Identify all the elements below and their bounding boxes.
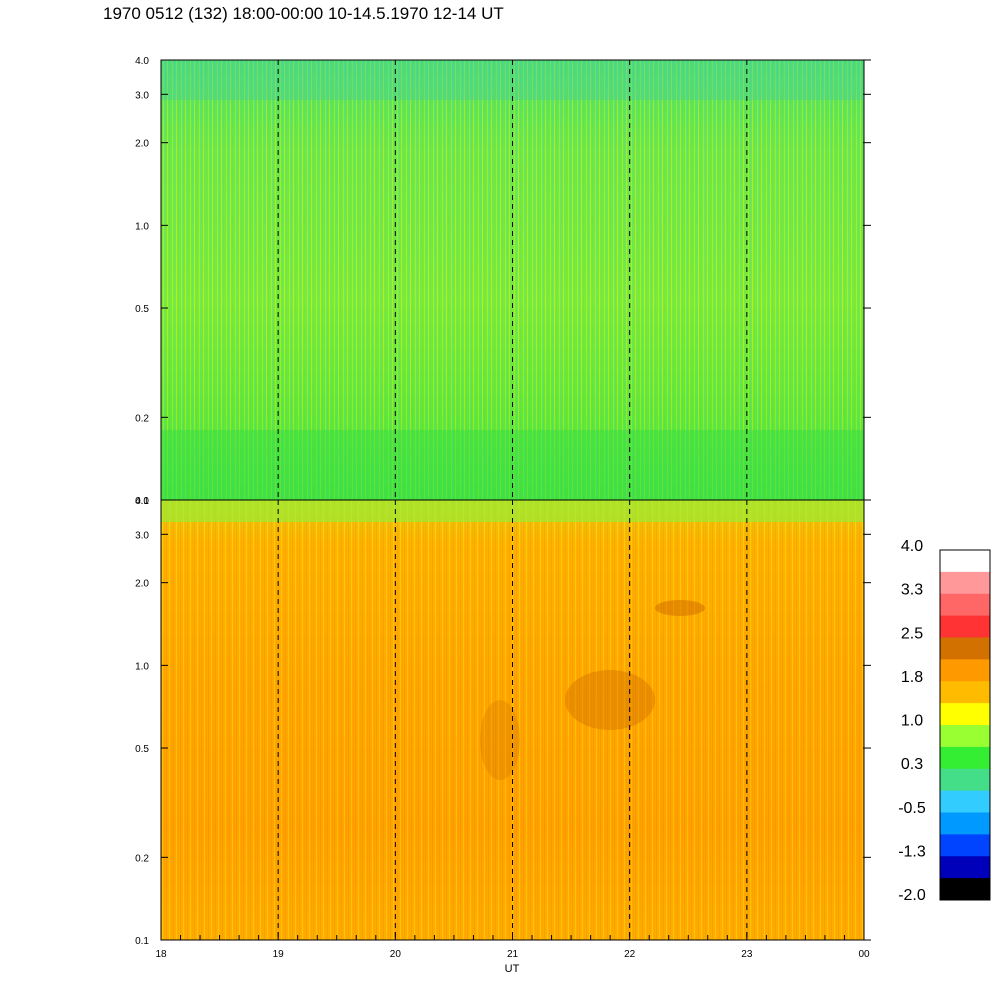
colorbar-label: 4.0	[901, 538, 923, 555]
y-tick-label: 3.0	[135, 530, 149, 541]
colorbar-swatch	[940, 790, 990, 813]
colorbar-label: -1.3	[898, 843, 926, 860]
colorbar-swatch	[940, 834, 990, 857]
y-tick-label: 0.5	[135, 744, 149, 755]
bottom-panel: 0.1 0.2 0.5 1.0 2.0 3.0 4.0	[135, 496, 871, 947]
y-tick-label: 2.0	[135, 139, 149, 150]
y-tick-label: 4.0	[135, 496, 149, 507]
x-tick-label: 19	[273, 949, 285, 960]
top-panel: 0.1 0.2 0.5 1.0 2.0 3.0 4.0	[135, 56, 871, 507]
colorbar-label: -0.5	[898, 800, 926, 817]
bottom-panel-dark-patch	[655, 600, 705, 616]
colorbar-label: -2.0	[898, 887, 926, 904]
colorbar-swatch	[940, 550, 990, 573]
x-tick-label: 20	[390, 949, 402, 960]
colorbar-swatch	[940, 571, 990, 595]
colorbar-label: 3.3	[901, 582, 923, 599]
bottom-panel-dark-patch	[480, 700, 520, 780]
colorbar-swatch	[940, 878, 990, 901]
colorbar-swatch	[940, 768, 990, 792]
colorbar-swatch	[940, 812, 990, 835]
colorbar-swatch	[940, 659, 990, 682]
y-tick-label: 0.1	[135, 936, 149, 947]
y-tick-label: 4.0	[135, 56, 149, 67]
colorbar-swatch	[940, 637, 990, 660]
colorbar-swatch	[940, 725, 990, 748]
chart-title: 1970 0512 (132) 18:00-00:00 10-14.5.1970…	[103, 4, 504, 23]
x-tick-label: 18	[155, 949, 167, 960]
y-tick-label: 0.1	[135, 496, 149, 507]
colorbar-swatch	[940, 593, 990, 617]
y-tick-label: 3.0	[135, 90, 149, 101]
bottom-hour-dashes	[277, 500, 748, 940]
x-tick-label: 23	[741, 949, 753, 960]
colorbar-label: 1.0	[901, 713, 923, 730]
colorbar-frame	[939, 549, 991, 901]
colorbar-swatch	[940, 703, 990, 726]
x-tick-label: 21	[507, 949, 519, 960]
colorbar-swatch	[940, 615, 990, 638]
y-tick-label: 1.0	[135, 661, 149, 672]
colorbar-label: 1.8	[901, 669, 923, 686]
colorbar-label: 2.5	[901, 625, 923, 642]
y-tick-label: 0.5	[135, 304, 149, 315]
colorbar-swatch	[940, 681, 990, 704]
x-tick-label: 00	[858, 949, 870, 960]
x-tick-label: 22	[624, 949, 636, 960]
y-tick-label: 1.0	[135, 221, 149, 232]
x-axis-label: UT	[505, 963, 520, 975]
colorbar-label: 0.3	[901, 756, 923, 773]
colorbar-swatch	[940, 746, 990, 770]
colorbar-swatch	[940, 856, 990, 879]
y-tick-label: 0.2	[135, 413, 149, 424]
y-tick-label: 2.0	[135, 579, 149, 590]
y-tick-label: 0.2	[135, 853, 149, 864]
top-hour-dashes	[277, 60, 748, 500]
x-axis: 18 19 20 21 22 23 00	[155, 932, 870, 960]
colorbar: 4.0 3.3 2.5 1.8 1.0 0.3 -0.5 -1.3 -2.0	[898, 538, 991, 904]
bottom-panel-dark-patch	[565, 670, 655, 730]
